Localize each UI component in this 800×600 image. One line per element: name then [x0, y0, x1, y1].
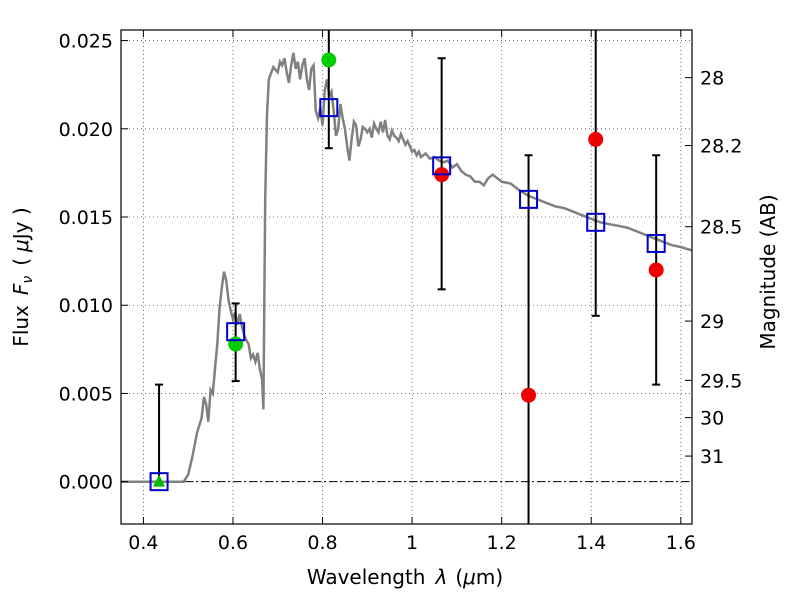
y-tick-label: 0.015 — [59, 207, 113, 229]
right-tick-label: 29 — [700, 311, 724, 333]
x-axis-label-open: ( — [455, 565, 463, 589]
y-axis-label-unit: Jy ) — [9, 207, 33, 241]
y-tick-label: 0.005 — [59, 383, 113, 405]
model-point — [586, 212, 606, 232]
right-axis-label: Magnitude (AB) — [756, 194, 780, 349]
x-axis-label-symbol: λ — [434, 565, 447, 589]
model-point — [432, 156, 452, 176]
observed-point — [588, 131, 604, 147]
x-axis-ticks: 0.4 0.6 0.8 1 1.2 1.4 1.6 — [128, 30, 696, 554]
model-point — [226, 322, 246, 342]
plot-background — [121, 30, 692, 524]
y-tick-label: 0.020 — [59, 119, 113, 141]
y-tick-label: 0.000 — [59, 472, 113, 494]
model-photometry — [149, 98, 666, 492]
observed-point-triangle — [153, 474, 166, 487]
y-axis-ticks: 0.000 0.005 0.010 0.015 0.020 0.025 — [59, 31, 128, 494]
y-axis-label-word: Flux — [9, 305, 33, 347]
x-tick-label: 0.8 — [307, 532, 337, 554]
x-tick-label: 1.4 — [576, 532, 606, 554]
observed-point — [648, 262, 664, 278]
error-bars — [155, 30, 661, 524]
x-tick-label: 1.2 — [487, 532, 517, 554]
y-axis-label-open: ( — [9, 258, 33, 266]
observed-point — [321, 52, 337, 68]
model-point — [646, 233, 666, 253]
right-tick-label: 28.5 — [700, 217, 742, 239]
model-point — [149, 472, 169, 492]
x-axis-label-unit: m) — [476, 565, 503, 589]
x-axis-label-word: Wavelength — [307, 565, 426, 589]
plot-frame — [120, 29, 693, 525]
y-axis-label-subscript: ν — [20, 276, 36, 284]
right-tick-label: 28.2 — [700, 136, 742, 158]
sed-model-curve — [121, 52, 693, 483]
y-axis-label-symbol: F — [9, 283, 33, 295]
observed-point — [521, 387, 537, 403]
x-tick-label: 1 — [406, 532, 418, 554]
x-tick-label: 0.4 — [128, 532, 158, 554]
x-axis-label-mu: μ — [462, 565, 476, 589]
y-axis-label-mu: μ — [9, 239, 33, 253]
x-tick-label: 1.6 — [666, 532, 696, 554]
x-tick-label: 0.6 — [218, 532, 248, 554]
right-tick-label: 29.5 — [700, 370, 742, 392]
y-tick-label: 0.010 — [59, 295, 113, 317]
model-point — [519, 189, 539, 209]
right-tick-label: 31 — [700, 446, 724, 468]
right-tick-label: 28 — [700, 68, 724, 90]
right-tick-label: 30 — [700, 408, 724, 430]
y-tick-label: 0.025 — [59, 31, 113, 53]
y-axis-label: Flux Fν ( μJy ) — [9, 207, 36, 346]
observed-point — [228, 336, 244, 352]
x-axis-label: Wavelength λ (μm) — [307, 565, 503, 589]
right-axis-ticks: 28 28.2 28.5 29 29.5 30 31 — [685, 68, 742, 468]
model-point — [319, 98, 339, 118]
